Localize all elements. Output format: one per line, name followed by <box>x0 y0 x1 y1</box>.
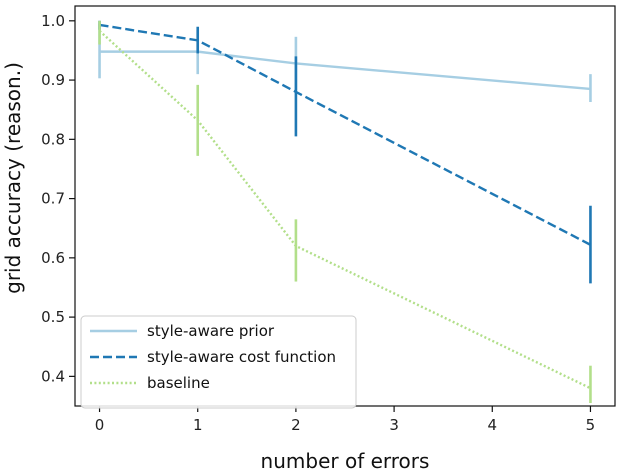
y-tick-label: 0.6 <box>41 249 65 267</box>
y-axis-label: grid accuracy (reason.) <box>1 62 25 294</box>
y-tick-label: 0.7 <box>41 190 65 208</box>
x-tick-label: 2 <box>291 416 301 434</box>
y-tick-label: 1.0 <box>41 12 65 30</box>
series-style-aware-cost-function <box>98 20 592 284</box>
series-line <box>99 50 591 91</box>
series-baseline <box>98 20 592 404</box>
plot-area <box>98 20 592 404</box>
y-axis-ticks: 0.4 0.5 0.6 0.7 0.8 0.9 1.0 <box>41 12 75 385</box>
legend-label: baseline <box>147 374 210 392</box>
x-tick-label: 4 <box>487 416 497 434</box>
x-tick-label: 0 <box>95 416 105 434</box>
legend: style-aware prior style-aware cost functi… <box>80 315 357 409</box>
legend-box <box>80 315 357 409</box>
y-tick-label: 0.8 <box>41 130 65 148</box>
legend-label: style-aware prior <box>147 322 275 340</box>
series-line <box>99 23 592 246</box>
series-style-aware-prior <box>98 23 592 102</box>
x-tick-label: 5 <box>586 416 596 434</box>
x-tick-label: 1 <box>193 416 203 434</box>
y-tick-label: 0.5 <box>41 308 65 326</box>
y-tick-label: 0.9 <box>41 71 65 89</box>
x-axis-ticks: 0 1 2 3 4 5 <box>95 406 595 434</box>
x-tick-label: 3 <box>389 416 399 434</box>
legend-label: style-aware cost function <box>147 348 336 366</box>
series-line <box>98 30 591 390</box>
y-tick-label: 0.4 <box>41 367 65 385</box>
x-axis-label: number of errors <box>261 449 430 473</box>
